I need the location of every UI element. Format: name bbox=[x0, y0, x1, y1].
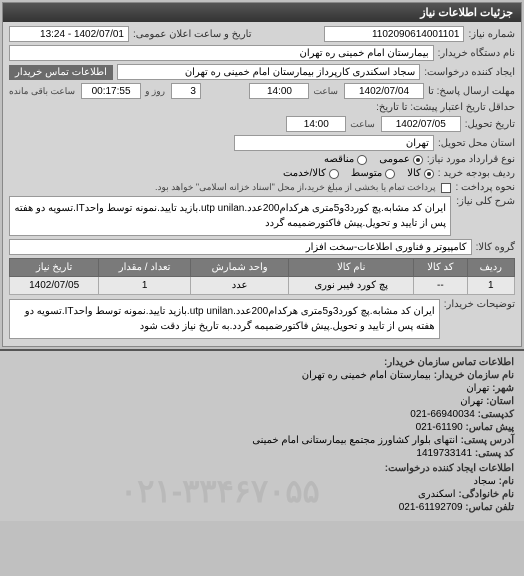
delivery-province-value: تهران bbox=[234, 135, 434, 151]
budget-option-0-label: کالا bbox=[407, 168, 421, 179]
contact-header: اطلاعات تماس سازمان خریدار: bbox=[384, 357, 514, 368]
contact-zip-value: 66940034-021 bbox=[410, 409, 475, 420]
delivery-date-label: تاریخ تحویل: bbox=[465, 119, 515, 130]
table-cell: عدد bbox=[190, 277, 288, 295]
table-cell: -- bbox=[414, 277, 467, 295]
contact-postal-label: کد پستی: bbox=[475, 448, 514, 459]
table-header: ردیف bbox=[467, 259, 514, 277]
table-header: کد کالا bbox=[414, 259, 467, 277]
quota-type-label: نوع قرارداد مورد نیاز: bbox=[427, 154, 515, 165]
contact-org-value: بیمارستان امام خمینی ره تهران bbox=[302, 370, 431, 381]
budget-option-1-label: متوسط bbox=[351, 168, 382, 179]
validity-label: حداقل تاریخ اعتبار پیشت: تا تاریخ: bbox=[376, 102, 515, 113]
contact-address-label: آدرس پستی: bbox=[461, 435, 514, 446]
table-cell: 1402/07/05 bbox=[10, 277, 99, 295]
buyer-org-value: بیمارستان امام خمینی ره تهران bbox=[9, 45, 434, 61]
deadline-days: 3 bbox=[171, 83, 201, 99]
payment-checkbox-label: پرداخت تمام یا بخشی از مبلغ خرید،از محل … bbox=[155, 182, 435, 193]
requester-value: سجاد اسکندری کارپرداز بیمارستان امام خمی… bbox=[117, 64, 420, 80]
payment-label: نحوه پرداخت : bbox=[455, 182, 515, 193]
general-desc-label: شرح کلی نیاز: bbox=[455, 196, 515, 207]
table-cell: پچ کورد فیبر نوری bbox=[289, 277, 414, 295]
contact-prefix-value: 61190-021 bbox=[416, 422, 463, 433]
requester-header: اطلاعات ایجاد کننده درخواست: bbox=[385, 463, 514, 474]
payment-checkbox[interactable] bbox=[441, 183, 451, 193]
deadline-time-label: ساعت bbox=[313, 86, 338, 97]
contact-province-value: تهران bbox=[460, 396, 483, 407]
buyer-notes-label: توضیحات خریدار: bbox=[444, 299, 515, 310]
general-desc-value: ایران کد مشابه.پچ کورد3و5متری هرکدام200ع… bbox=[9, 196, 451, 236]
contact-name-value: سجاد bbox=[474, 476, 496, 487]
buyer-notes-value: ایران کد مشابه.پچ کورد3و5متری هرکدام200ع… bbox=[9, 299, 440, 339]
deadline-date: 1402/07/04 bbox=[344, 83, 424, 99]
contact-postal-value: 1419733141 bbox=[416, 448, 472, 459]
deadline-days-label: روز و bbox=[145, 86, 165, 97]
quota-option-0-label: عمومی bbox=[379, 154, 410, 165]
quota-option-1[interactable]: مناقصه bbox=[324, 154, 367, 165]
budget-option-2-label: کالا/خدمت bbox=[283, 168, 326, 179]
deadline-remaining: 00:17:55 bbox=[81, 83, 141, 99]
contact-address-value: انتهای بلوار کشاورز مجتمع بیمارستانی اما… bbox=[252, 435, 457, 446]
deadline-label: مهلت ارسال پاسخ: تا bbox=[428, 86, 515, 97]
contact-city-value: تهران bbox=[466, 383, 489, 394]
goods-group-label: گروه کالا: bbox=[476, 242, 515, 253]
contact-phone-label: تلفن تماس: bbox=[465, 502, 514, 513]
contact-name-label: نام: bbox=[499, 476, 514, 487]
requester-label: ایجاد کننده درخواست: bbox=[424, 67, 515, 78]
announce-date-value: 1402/07/01 - 13:24 bbox=[9, 26, 129, 42]
buyer-org-label: نام دستگاه خریدار: bbox=[438, 48, 515, 59]
quota-option-0[interactable]: عمومی bbox=[379, 154, 423, 165]
deadline-remaining-label: ساعت باقی مانده bbox=[9, 86, 75, 97]
contact-prefix-label: پیش تماس: bbox=[466, 422, 514, 433]
delivery-province-label: استان محل تحویل: bbox=[438, 138, 515, 149]
goods-group-value: کامپیوتر و فناوری اطلاعات-سخت افزار bbox=[9, 239, 472, 255]
request-number-value: 1102090614001101 bbox=[324, 26, 464, 42]
radio-icon bbox=[357, 155, 367, 165]
contact-family-label: نام خانوادگی: bbox=[458, 489, 514, 500]
delivery-date-value: 1402/07/05 bbox=[381, 116, 461, 132]
deadline-time: 14:00 bbox=[249, 83, 309, 99]
contact-city-label: شهر: bbox=[492, 383, 514, 394]
table-cell: 1 bbox=[467, 277, 514, 295]
radio-icon bbox=[413, 155, 423, 165]
delivery-time-label: ساعت bbox=[350, 119, 375, 130]
contact-province-label: استان: bbox=[486, 396, 514, 407]
request-number-label: شماره نیاز: bbox=[468, 29, 515, 40]
items-table: ردیفکد کالانام کالاواحد شمارشتعداد / مقد… bbox=[9, 258, 515, 295]
contact-org-label: نام سازمان خریدار: bbox=[434, 370, 514, 381]
announce-date-label: تاریخ و ساعت اعلان عمومی: bbox=[133, 29, 252, 40]
budget-line-label: ردیف بودجه خرید : bbox=[438, 168, 515, 179]
table-header: تاریخ نیاز bbox=[10, 259, 99, 277]
panel-header: جزئیات اطلاعات نیاز bbox=[3, 3, 521, 22]
table-header: نام کالا bbox=[289, 259, 414, 277]
contact-zip-label: کدپستی: bbox=[478, 409, 514, 420]
budget-option-2[interactable]: کالا/خدمت bbox=[283, 168, 339, 179]
buyer-contact-button[interactable]: اطلاعات تماس خریدار bbox=[9, 65, 113, 80]
budget-option-1[interactable]: متوسط bbox=[351, 168, 395, 179]
table-header: تعداد / مقدار bbox=[99, 259, 191, 277]
delivery-time-value: 14:00 bbox=[286, 116, 346, 132]
table-row: 1--پچ کورد فیبر نوریعدد11402/07/05 bbox=[10, 277, 515, 295]
radio-icon bbox=[424, 169, 434, 179]
contact-phone-value: 61192709-021 bbox=[399, 502, 463, 513]
table-cell: 1 bbox=[99, 277, 191, 295]
budget-option-0[interactable]: کالا bbox=[407, 168, 434, 179]
contact-family-value: اسکندری bbox=[418, 489, 456, 500]
quota-option-1-label: مناقصه bbox=[324, 154, 354, 165]
table-header: واحد شمارش bbox=[190, 259, 288, 277]
radio-icon bbox=[385, 169, 395, 179]
radio-icon bbox=[329, 169, 339, 179]
